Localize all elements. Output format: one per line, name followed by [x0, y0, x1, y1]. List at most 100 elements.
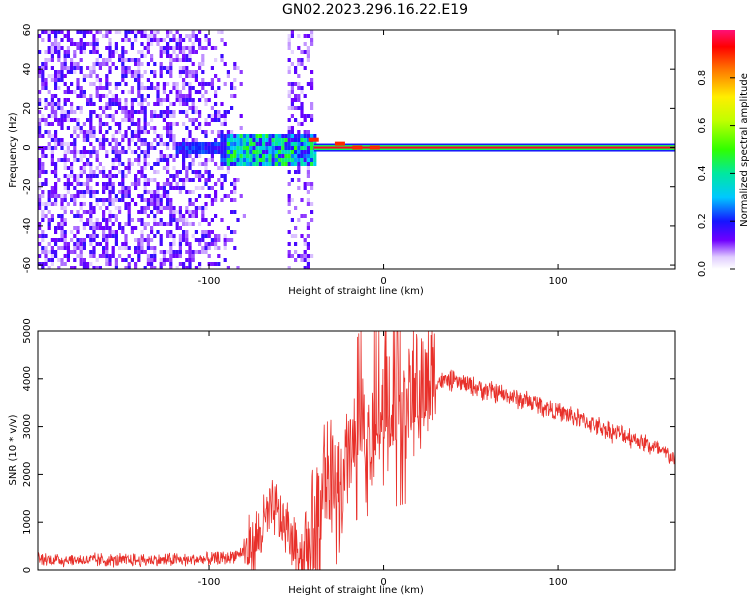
heatmap-cell	[159, 238, 163, 242]
heatmap-cell	[287, 254, 291, 258]
heatmap-cell	[102, 226, 106, 230]
heatmap-cell	[265, 154, 269, 158]
heatmap-cell	[79, 242, 83, 246]
heatmap-cell	[210, 154, 214, 158]
heatmap-cell	[38, 206, 42, 210]
heatmap-cell	[204, 118, 208, 122]
heatmap-cell	[114, 30, 118, 34]
heatmap-cell	[98, 82, 102, 86]
heatmap-cell	[178, 246, 182, 250]
heatmap-cell	[210, 218, 214, 222]
heatmap-cell	[169, 214, 173, 218]
heatmap-cell	[38, 226, 42, 230]
heatmap-cell	[63, 242, 67, 246]
heatmap-cell	[79, 254, 83, 258]
heatmap-cell	[236, 266, 240, 269]
heatmap-cell	[137, 154, 141, 158]
heatmap-cell	[121, 194, 125, 198]
heatmap-cell	[310, 70, 314, 74]
heatmap-cell	[60, 78, 64, 82]
heatmap-cell	[60, 30, 64, 34]
heatmap-cell	[166, 126, 170, 130]
heatmap-cell	[140, 34, 144, 38]
heatmap-cell	[127, 170, 131, 174]
heatmap-cell	[38, 118, 42, 122]
heatmap-cell	[38, 222, 42, 226]
heatmap-cell	[121, 70, 125, 74]
heatmap-cell	[287, 266, 291, 269]
heatmap-cell	[201, 174, 205, 178]
heatmap-cell	[303, 242, 307, 246]
heatmap-cell	[63, 238, 67, 242]
heatmap-cell	[204, 46, 208, 50]
heatmap-cell	[38, 194, 42, 198]
heatmap-cell	[169, 138, 173, 142]
heatmap-cell	[306, 234, 310, 238]
heatmap-cell	[287, 130, 291, 134]
heatmap-cell	[162, 38, 166, 42]
heatmap-cell	[108, 210, 112, 214]
heatmap-cell	[156, 158, 160, 162]
heatmap-cell	[108, 198, 112, 202]
heatmap-cell	[121, 146, 125, 150]
heatmap-cell	[233, 230, 237, 234]
snr-y-axis-label: SNR (10 * v/v)	[8, 414, 19, 485]
heatmap-cell	[201, 146, 205, 150]
heatmap-cell	[50, 246, 54, 250]
heatmap-cell	[111, 114, 115, 118]
spectrogram-ytick-label: -20	[22, 179, 33, 195]
heatmap-cell	[255, 154, 259, 158]
heatmap-cell	[79, 90, 83, 94]
heatmap-cell	[57, 178, 61, 182]
heatmap-cell	[233, 66, 237, 70]
heatmap-cell	[134, 142, 138, 146]
heatmap-cell	[175, 122, 179, 126]
heatmap-cell	[98, 170, 102, 174]
heatmap-cell	[201, 70, 205, 74]
heatmap-cell	[86, 190, 90, 194]
heatmap-cell	[239, 146, 243, 150]
heatmap-cell	[50, 190, 54, 194]
heatmap-cell	[57, 238, 61, 242]
heatmap-cell	[127, 162, 131, 166]
heatmap-cell	[242, 162, 246, 166]
heatmap-cell	[178, 262, 182, 266]
heatmap-cell	[66, 86, 70, 90]
heatmap-cell	[198, 170, 202, 174]
heatmap-cell	[60, 106, 64, 110]
snr-xtick-label: -100	[198, 577, 221, 588]
heatmap-cell	[102, 174, 106, 178]
heatmap-cell	[194, 126, 198, 130]
heatmap-cell	[44, 66, 48, 70]
heatmap-cell	[230, 130, 234, 134]
heatmap-cell	[50, 50, 54, 54]
heatmap-cell	[303, 134, 307, 138]
heatmap-cell	[156, 102, 160, 106]
heatmap-cell	[290, 198, 294, 202]
heatmap-cell	[194, 206, 198, 210]
heatmap-cell	[169, 110, 173, 114]
heatmap-cell	[284, 134, 288, 138]
heatmap-cell	[146, 86, 150, 90]
heatmap-cell	[108, 58, 112, 62]
heatmap-cell	[102, 138, 106, 142]
heatmap-cell	[92, 190, 96, 194]
heatmap-cell	[105, 102, 109, 106]
heatmap-cell	[294, 242, 298, 246]
heatmap-cell	[76, 94, 80, 98]
heatmap-cell	[143, 98, 147, 102]
heatmap-cell	[137, 178, 141, 182]
heatmap-cell	[57, 102, 61, 106]
heatmap-cell	[76, 78, 80, 82]
heatmap-cell	[166, 258, 170, 262]
heatmap-cell	[47, 202, 51, 206]
heatmap-cell	[204, 162, 208, 166]
heatmap-cell	[287, 230, 291, 234]
heatmap-cell	[54, 226, 58, 230]
heatmap-cell	[137, 242, 141, 246]
heatmap-cell	[54, 230, 58, 234]
heatmap-cell	[159, 98, 163, 102]
heatmap-cell	[226, 166, 230, 170]
heatmap-cell	[98, 146, 102, 150]
heatmap-cell	[114, 102, 118, 106]
